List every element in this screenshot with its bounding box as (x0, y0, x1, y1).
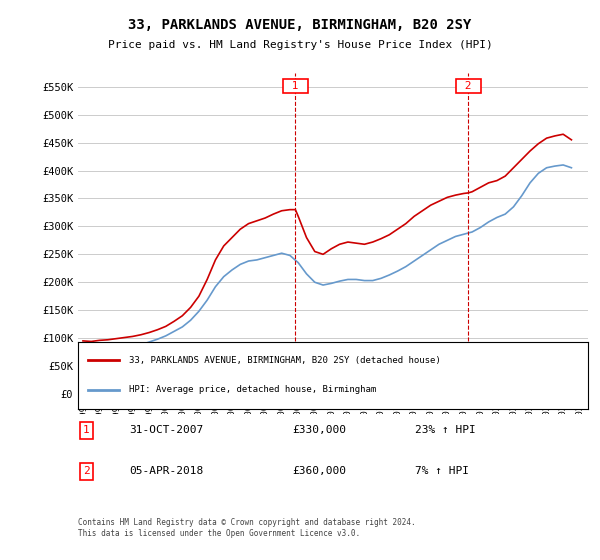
Text: 1: 1 (83, 426, 90, 436)
Text: HPI: Average price, detached house, Birmingham: HPI: Average price, detached house, Birm… (129, 385, 376, 394)
Text: 2: 2 (83, 466, 90, 476)
Text: 05-APR-2018: 05-APR-2018 (129, 466, 203, 476)
Text: 2: 2 (458, 81, 478, 91)
Text: 33, PARKLANDS AVENUE, BIRMINGHAM, B20 2SY (detached house): 33, PARKLANDS AVENUE, BIRMINGHAM, B20 2S… (129, 356, 441, 365)
Text: 31-OCT-2007: 31-OCT-2007 (129, 426, 203, 436)
Text: £330,000: £330,000 (292, 426, 346, 436)
Text: Price paid vs. HM Land Registry's House Price Index (HPI): Price paid vs. HM Land Registry's House … (107, 40, 493, 50)
Text: 33, PARKLANDS AVENUE, BIRMINGHAM, B20 2SY: 33, PARKLANDS AVENUE, BIRMINGHAM, B20 2S… (128, 18, 472, 32)
Text: £360,000: £360,000 (292, 466, 346, 476)
Text: 1: 1 (285, 81, 305, 91)
Text: 7% ↑ HPI: 7% ↑ HPI (415, 466, 469, 476)
Text: 23% ↑ HPI: 23% ↑ HPI (415, 426, 475, 436)
Text: Contains HM Land Registry data © Crown copyright and database right 2024.
This d: Contains HM Land Registry data © Crown c… (78, 518, 416, 538)
